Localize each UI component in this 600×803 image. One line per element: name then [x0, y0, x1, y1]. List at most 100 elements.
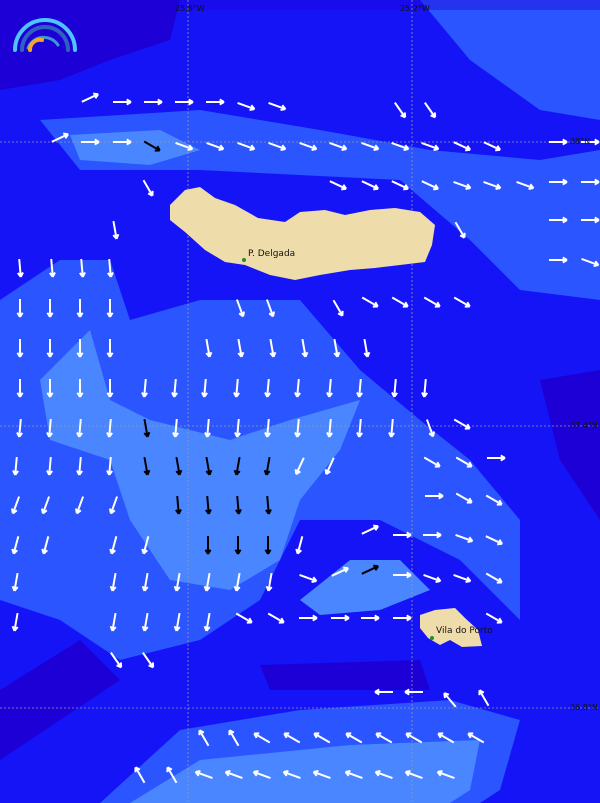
current-arrow: [485, 612, 503, 624]
current-arrow: [356, 418, 363, 438]
current-arrow: [142, 652, 155, 669]
current-arrow: [581, 178, 600, 186]
current-arrow: [166, 766, 178, 784]
current-arrow: [329, 180, 347, 191]
current-arrow: [234, 536, 242, 555]
current-arrow: [16, 418, 23, 438]
current-arrow: [478, 689, 490, 707]
place-label-vila-do-porto: Vila do Porto: [436, 626, 493, 636]
current-arrow: [81, 138, 100, 146]
current-arrow: [10, 496, 21, 515]
current-arrow: [113, 138, 132, 146]
current-arrow: [581, 138, 600, 146]
current-arrow: [391, 141, 410, 152]
current-arrow: [173, 572, 181, 592]
current-arrow: [235, 612, 253, 624]
current-arrow: [269, 338, 277, 358]
current-arrow: [374, 769, 393, 780]
current-arrow: [76, 418, 83, 438]
current-arrow: [363, 338, 371, 358]
current-arrow: [268, 141, 287, 152]
current-arrow: [375, 732, 393, 744]
current-arrow: [394, 102, 407, 119]
current-arrow: [175, 98, 194, 106]
current-arrow: [437, 732, 455, 744]
current-arrow: [233, 572, 241, 592]
longitude-label: 25.2°W: [400, 4, 430, 13]
current-arrow: [483, 141, 501, 152]
current-arrow: [173, 612, 181, 632]
current-arrow: [252, 769, 271, 780]
current-arrow: [282, 769, 301, 780]
current-arrows: [10, 92, 600, 784]
arc-logo-icon: [13, 18, 77, 52]
current-arrow: [175, 456, 183, 476]
current-arrow: [361, 296, 379, 308]
current-arrow: [144, 98, 163, 106]
current-arrow: [329, 141, 348, 152]
current-arrow: [253, 732, 271, 744]
current-arrow: [141, 536, 150, 555]
current-arrow: [326, 378, 333, 398]
current-arrow: [374, 688, 393, 696]
longitude-label: 25.8°W: [175, 4, 205, 13]
current-arrow: [143, 456, 151, 476]
island-santa-maria: [420, 608, 482, 647]
current-arrow: [391, 296, 409, 308]
current-arrow: [265, 495, 272, 515]
current-arrow: [172, 418, 179, 438]
current-arrow: [46, 339, 54, 358]
current-arrow: [393, 571, 412, 579]
current-arrow: [453, 418, 471, 430]
current-arrow: [235, 495, 242, 515]
current-arrow: [198, 729, 210, 747]
current-arrow: [142, 179, 154, 197]
current-arrow: [11, 612, 19, 632]
current-arrow: [326, 418, 333, 438]
current-arrow: [143, 418, 151, 438]
current-arrow: [344, 769, 363, 780]
current-arrow: [233, 456, 241, 476]
current-arrow: [11, 572, 19, 592]
current-arrow: [201, 378, 208, 398]
current-arrow: [436, 769, 455, 780]
town-marker: [430, 636, 434, 640]
current-arrow: [107, 258, 114, 278]
current-arrow: [113, 98, 132, 106]
current-arrow: [141, 612, 149, 632]
current-arrow: [267, 612, 285, 624]
current-arrow: [361, 141, 380, 152]
current-arrow: [134, 766, 146, 784]
current-arrow: [361, 180, 379, 191]
current-arrow: [455, 456, 473, 468]
current-arrow: [485, 572, 503, 584]
current-arrow: [453, 573, 472, 584]
current-arrow: [324, 457, 335, 475]
current-arrow: [109, 612, 117, 632]
current-arrow: [110, 652, 123, 669]
current-arrow: [301, 338, 309, 358]
current-arrow: [235, 299, 246, 318]
current-arrow: [76, 299, 84, 318]
current-arrow: [333, 338, 341, 358]
current-arrow: [81, 92, 99, 103]
current-arrow: [549, 216, 568, 224]
current-arrow: [549, 138, 568, 146]
current-arrow: [361, 614, 380, 622]
current-arrow: [106, 418, 113, 438]
current-arrow: [581, 257, 600, 268]
current-arrow: [331, 566, 349, 577]
latitude-label: 36.8°N: [570, 703, 598, 712]
current-arrow: [331, 614, 350, 622]
current-arrow: [299, 614, 318, 622]
current-arrow: [425, 419, 436, 438]
current-arrow: [421, 141, 440, 152]
current-arrow: [423, 573, 442, 584]
current-arrow: [205, 338, 213, 358]
current-arrow: [549, 178, 568, 186]
current-arrow: [175, 495, 182, 515]
current-arrow: [581, 216, 600, 224]
current-arrow: [453, 180, 472, 191]
